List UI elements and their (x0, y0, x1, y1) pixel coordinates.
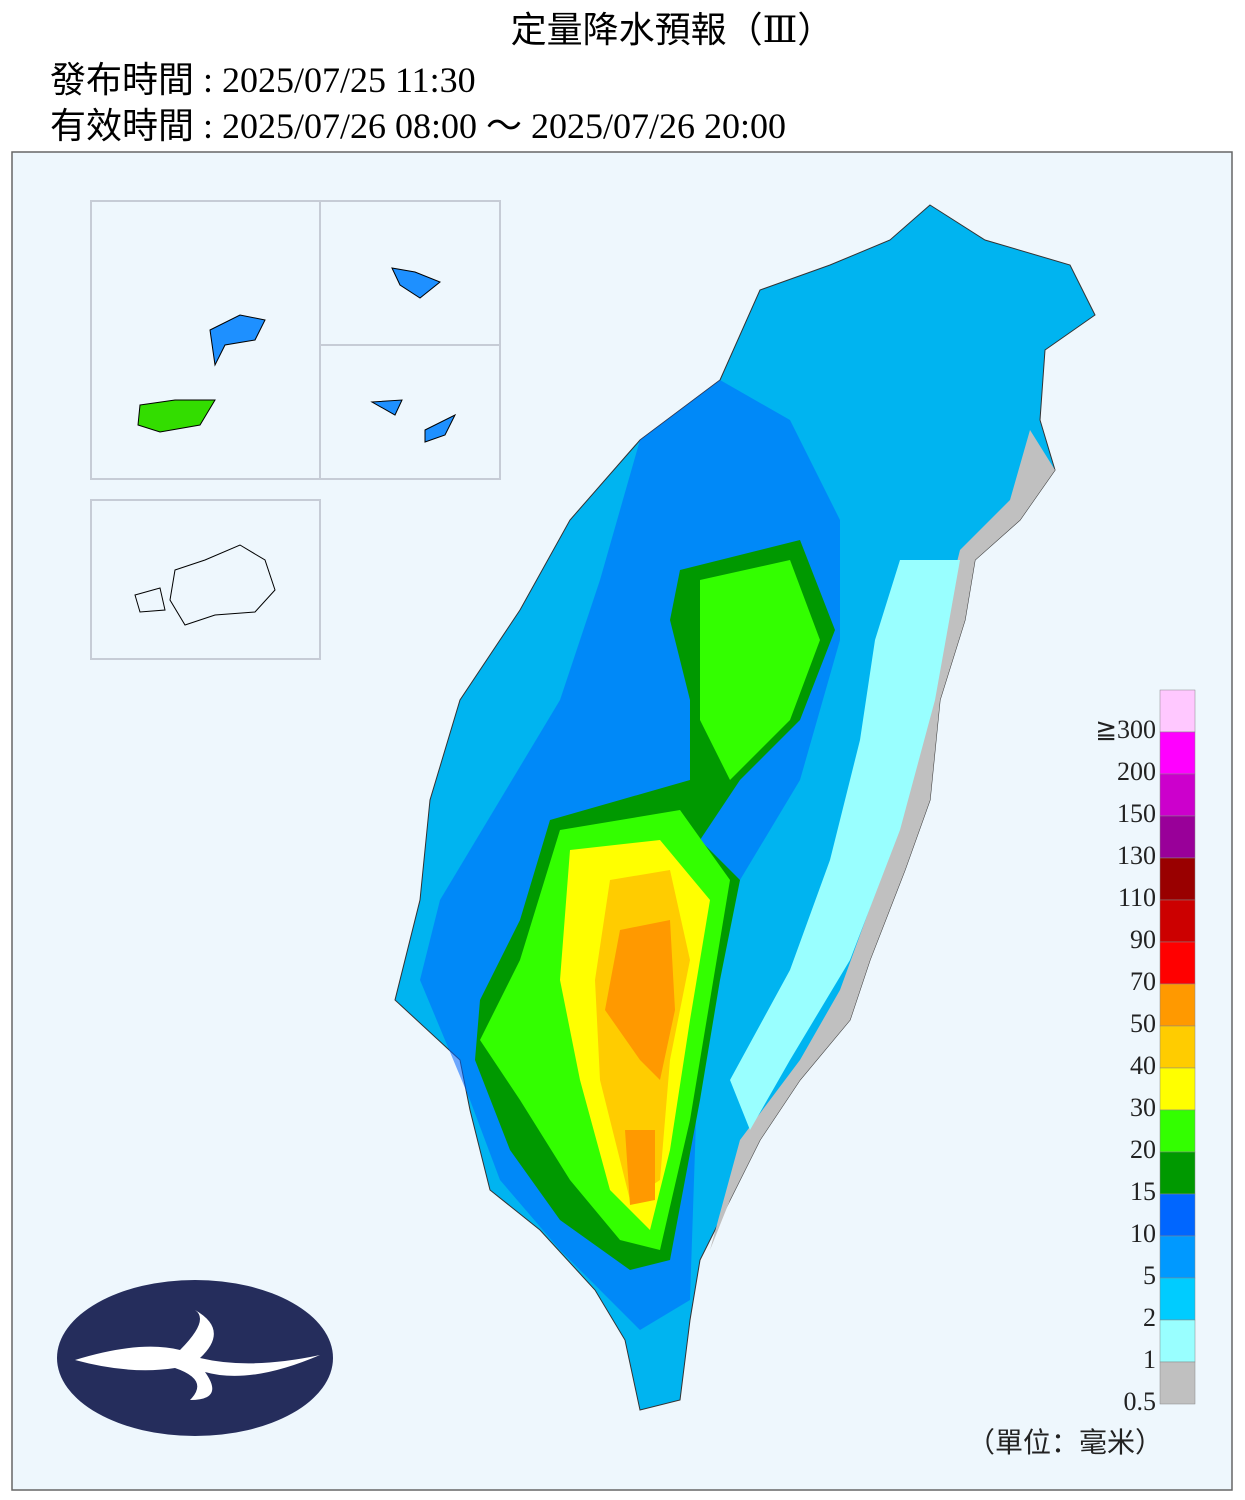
legend-swatch (1159, 1235, 1196, 1279)
legend-swatch (1159, 1193, 1196, 1237)
legend-label: 20 (1130, 1135, 1156, 1164)
legend-swatch (1159, 1109, 1196, 1153)
logo (57, 1280, 333, 1436)
unit-label: （單位：毫米） (967, 1427, 1163, 1459)
legend-swatch (1159, 773, 1196, 817)
legend-label: 200 (1117, 757, 1156, 786)
inset-islands (134, 267, 457, 626)
legend-label: 90 (1130, 925, 1156, 954)
legend-swatch (1159, 983, 1196, 1027)
title: 定量降水預報（Ⅲ） (511, 10, 834, 50)
legend-label: 0.5 (1124, 1387, 1157, 1416)
legend-swatch (1159, 1361, 1196, 1405)
legend-swatch (1159, 815, 1196, 859)
legend-label: 1 (1143, 1345, 1156, 1374)
legend-swatch (1159, 689, 1196, 733)
legend-label: 70 (1130, 967, 1156, 996)
legend-label: 110 (1118, 883, 1156, 912)
legend-swatch (1159, 941, 1196, 985)
legend-label: 150 (1117, 799, 1156, 828)
legend: ≧300 200 150 130 110 90 70 50 40 30 20 15 10 5 2 1 0.5 (1095, 689, 1196, 1416)
legend-label: 50 (1130, 1009, 1156, 1038)
legend-label: 40 (1130, 1051, 1156, 1080)
legend-label: ≧300 (1095, 715, 1156, 744)
legend-label: 10 (1130, 1219, 1156, 1248)
legend-label: 130 (1117, 841, 1156, 870)
legend-label: 2 (1143, 1303, 1156, 1332)
legend-swatch (1159, 731, 1196, 775)
legend-swatch (1159, 1277, 1196, 1321)
taiwan-map (394, 204, 1096, 1411)
legend-swatch (1159, 1319, 1196, 1363)
legend-label: 30 (1130, 1093, 1156, 1122)
legend-label: 5 (1143, 1261, 1156, 1290)
legend-swatch (1159, 1067, 1196, 1111)
legend-swatch (1159, 1151, 1196, 1195)
valid-time: 有效時間 : 2025/07/26 08:00 ～ 2025/07/26 20:… (50, 106, 786, 146)
legend-label: 15 (1130, 1177, 1156, 1206)
legend-swatch (1159, 857, 1196, 901)
legend-swatch (1159, 1025, 1196, 1069)
issue-time: 發布時間 : 2025/07/25 11:30 (50, 60, 476, 100)
inset-frames (90, 200, 501, 660)
legend-swatch (1159, 899, 1196, 943)
